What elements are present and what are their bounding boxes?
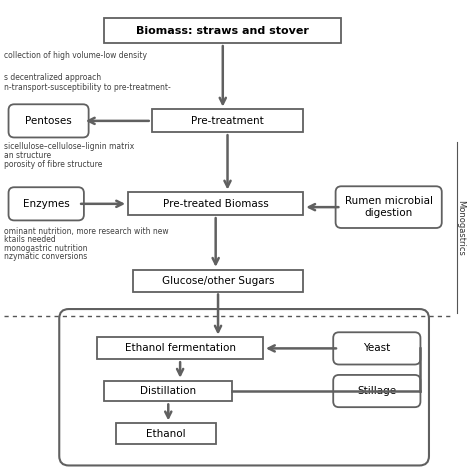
Text: Stillage: Stillage [357, 386, 396, 396]
Text: n-transport-susceptibility to pre-treatment-: n-transport-susceptibility to pre-treatm… [4, 83, 171, 91]
Text: Pentoses: Pentoses [25, 116, 72, 126]
FancyBboxPatch shape [104, 18, 341, 43]
FancyBboxPatch shape [333, 375, 420, 407]
Text: sicellulose–cellulose–lignin matrix: sicellulose–cellulose–lignin matrix [4, 143, 134, 151]
FancyBboxPatch shape [9, 187, 84, 220]
Text: ominant nutrition, more research with new: ominant nutrition, more research with ne… [4, 227, 168, 236]
Text: Pre-treated Biomass: Pre-treated Biomass [163, 199, 269, 209]
FancyBboxPatch shape [152, 109, 303, 132]
Text: collection of high volume-low density: collection of high volume-low density [4, 51, 147, 60]
Text: s decentralized approach: s decentralized approach [4, 73, 101, 82]
FancyBboxPatch shape [133, 270, 303, 292]
Text: monogastric nutrition: monogastric nutrition [4, 244, 87, 253]
Text: Pre-treatment: Pre-treatment [191, 116, 264, 126]
Text: Ethanol fermentation: Ethanol fermentation [125, 343, 236, 354]
FancyBboxPatch shape [104, 381, 232, 401]
Text: Enzymes: Enzymes [23, 199, 70, 209]
Text: ktails needed: ktails needed [4, 236, 55, 244]
Text: porosity of fibre structure: porosity of fibre structure [4, 160, 102, 168]
Text: Biomass: straws and stover: Biomass: straws and stover [137, 26, 309, 36]
FancyBboxPatch shape [128, 192, 303, 215]
FancyBboxPatch shape [336, 186, 442, 228]
Text: Ethanol: Ethanol [146, 428, 186, 439]
Text: Glucose/other Sugars: Glucose/other Sugars [162, 275, 274, 286]
FancyBboxPatch shape [97, 337, 263, 359]
Text: nzymatic conversions: nzymatic conversions [4, 253, 87, 261]
Text: Monogastrics: Monogastrics [456, 200, 465, 255]
FancyBboxPatch shape [116, 423, 216, 444]
FancyBboxPatch shape [59, 309, 429, 465]
Text: Distillation: Distillation [140, 386, 196, 396]
FancyBboxPatch shape [333, 332, 420, 365]
Text: an structure: an structure [4, 151, 51, 160]
Text: Yeast: Yeast [363, 343, 391, 354]
Text: Rumen microbial
digestion: Rumen microbial digestion [345, 196, 433, 218]
FancyBboxPatch shape [9, 104, 89, 137]
